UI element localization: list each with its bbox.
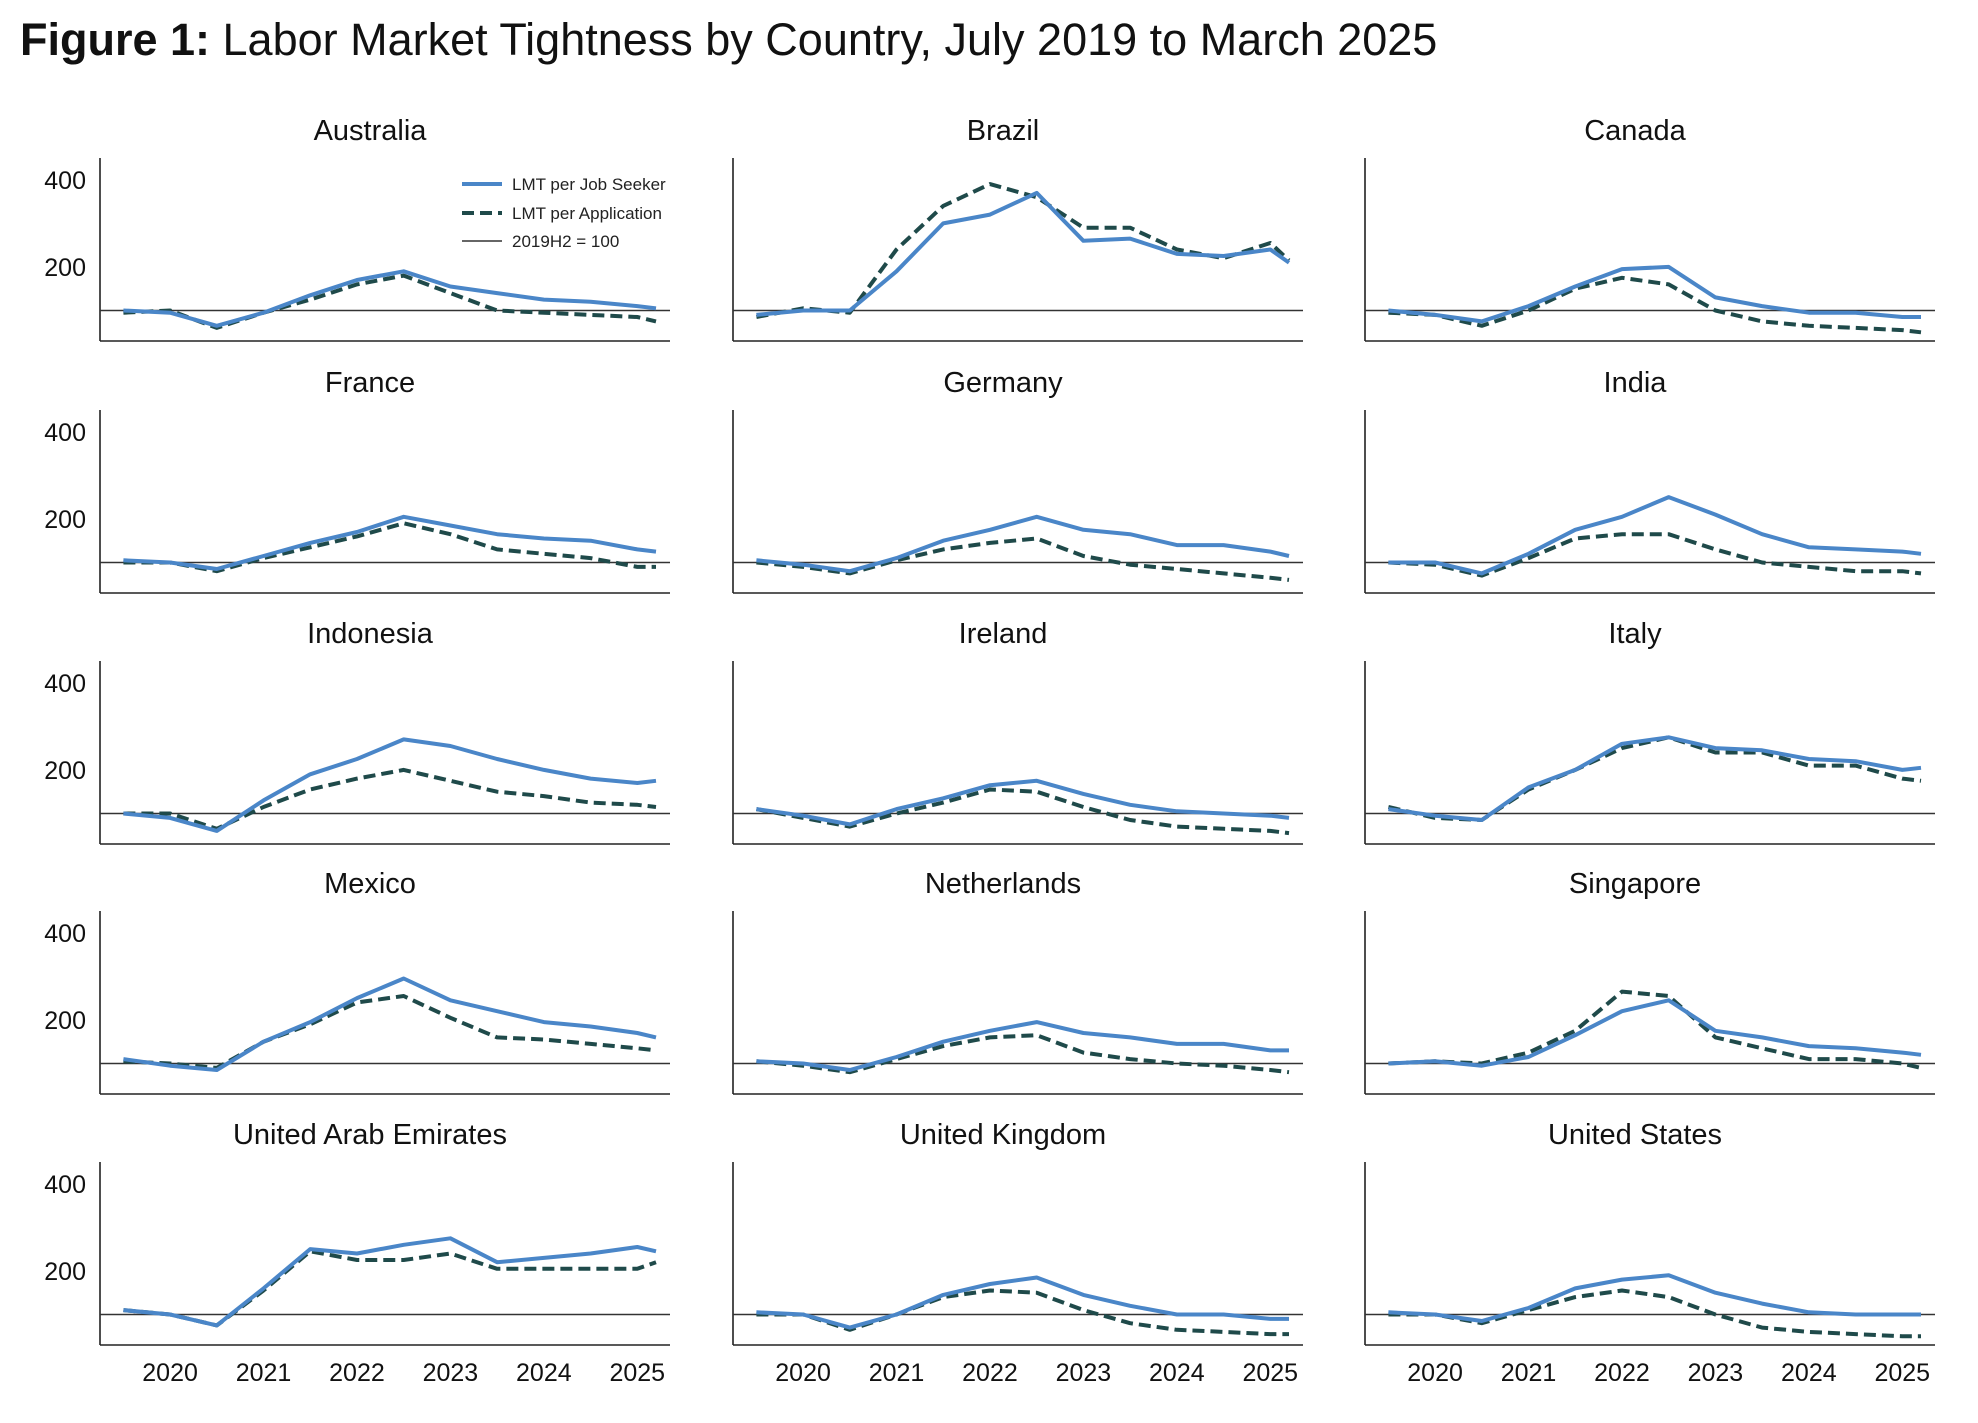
series-line-job-seeker	[756, 778, 1290, 827]
series-line-job-seeker	[756, 190, 1291, 317]
panel-title: United Arab Emirates	[233, 1119, 507, 1151]
x-tick-label: 2023	[423, 1359, 479, 1387]
series-line-job-seeker	[123, 1236, 657, 1328]
panel-title: Australia	[314, 115, 428, 147]
series-line-job-seeker	[1388, 264, 1921, 324]
panel-14: United States 2020 2021 2022 2023 2024 2025	[1364, 1119, 1935, 1387]
y-tick-label: 200	[44, 757, 86, 785]
panel-13: United Kingdom 2020 2021 2022 2023 2024 2025	[732, 1119, 1303, 1387]
y-tick-label: 200	[44, 1007, 86, 1035]
x-tick-label: 2024	[516, 1359, 572, 1387]
series-line-job-seeker	[1388, 998, 1922, 1068]
series-line-application	[1388, 989, 1922, 1070]
x-tick-label: 2023	[1056, 1359, 1112, 1387]
panel-title: Mexico	[324, 868, 416, 900]
series-line-job-seeker	[1388, 735, 1922, 822]
y-tick-label: 400	[44, 1171, 86, 1199]
y-tick-label: 200	[44, 506, 86, 534]
legend-baseline-label: 2019H2 = 100	[512, 232, 619, 251]
series-line-application	[123, 273, 657, 330]
series-line-job-seeker	[123, 269, 657, 328]
panel-3: France 200 400	[44, 367, 670, 594]
panel-title: Italy	[1608, 618, 1662, 650]
x-tick-label: 2024	[1781, 1359, 1837, 1387]
x-tick-label: 2025	[1874, 1359, 1930, 1387]
panel-4: Germany	[732, 367, 1303, 594]
series-line-application	[123, 521, 656, 574]
y-tick-label: 400	[44, 167, 86, 195]
x-tick-label: 2022	[1594, 1359, 1650, 1387]
series-line-application	[1388, 1288, 1921, 1339]
series-line-application	[756, 787, 1290, 836]
series-line-job-seeker	[123, 514, 657, 571]
series-line-application	[123, 994, 657, 1070]
x-tick-label: 2020	[142, 1359, 198, 1387]
panel-1: Brazil	[732, 115, 1303, 342]
y-tick-label: 200	[44, 254, 86, 282]
series-line-application	[756, 1288, 1289, 1337]
panel-title: United States	[1548, 1119, 1722, 1151]
panel-title: Brazil	[967, 115, 1040, 147]
panel-6: Indonesia 200 400	[44, 618, 670, 845]
panel-title: Germany	[943, 367, 1063, 399]
series-line-job-seeker	[756, 514, 1290, 574]
panel-title: Canada	[1584, 115, 1686, 147]
series-line-job-seeker	[756, 1020, 1289, 1072]
series-line-application	[123, 767, 657, 831]
x-tick-label: 2024	[1149, 1359, 1205, 1387]
panel-title: India	[1604, 367, 1668, 399]
panel-title: Indonesia	[307, 618, 434, 650]
y-tick-label: 400	[44, 419, 86, 447]
y-tick-label: 200	[44, 1258, 86, 1286]
y-tick-label: 400	[44, 670, 86, 698]
panel-2: Canada	[1364, 115, 1935, 342]
panel-9: Mexico 200 400	[44, 868, 670, 1095]
panel-title: France	[325, 367, 415, 399]
x-tick-label: 2021	[236, 1359, 292, 1387]
series-line-job-seeker	[756, 1275, 1289, 1330]
panel-5: India	[1364, 367, 1935, 594]
panel-7: Ireland	[732, 618, 1303, 845]
series-line-application	[756, 1033, 1290, 1075]
series-line-application	[1387, 735, 1922, 822]
figure-title: Figure 1: Labor Market Tightness by Coun…	[20, 14, 1438, 65]
x-tick-label: 2025	[609, 1359, 665, 1387]
panel-11: Singapore	[1364, 868, 1935, 1095]
panel-title: United Kingdom	[900, 1119, 1106, 1151]
x-tick-label: 2021	[1501, 1359, 1557, 1387]
legend-job-seeker-label: LMT per Job Seeker	[512, 175, 666, 194]
x-tick-label: 2021	[869, 1359, 925, 1387]
legend: LMT per Job Seeker LMT per Application 2…	[462, 175, 666, 251]
series-line-application	[756, 536, 1290, 582]
panel-title: Netherlands	[925, 868, 1081, 900]
y-tick-label: 400	[44, 920, 86, 948]
panels-group: Australia 200 400 Brazil Canada France 200 400 G…	[44, 115, 1935, 1387]
x-tick-label: 2020	[775, 1359, 831, 1387]
x-tick-label: 2022	[329, 1359, 385, 1387]
panel-10: Netherlands	[732, 868, 1303, 1095]
panel-title: Ireland	[959, 618, 1048, 650]
series-line-job-seeker	[1388, 495, 1922, 576]
series-line-application	[1388, 275, 1922, 335]
x-tick-label: 2020	[1407, 1359, 1463, 1387]
series-line-application	[1388, 532, 1922, 578]
panel-0: Australia 200 400	[44, 115, 670, 342]
panel-title: Singapore	[1569, 868, 1701, 900]
series-line-application	[756, 182, 1291, 319]
x-tick-label: 2025	[1242, 1359, 1298, 1387]
x-tick-label: 2022	[962, 1359, 1018, 1387]
x-tick-label: 2023	[1688, 1359, 1744, 1387]
series-line-job-seeker	[123, 737, 657, 833]
panel-8: Italy	[1364, 618, 1935, 845]
panel-12: United Arab Emirates 200 400 2020 2021 2022 20…	[44, 1119, 670, 1387]
series-line-job-seeker	[1388, 1273, 1921, 1323]
series-line-job-seeker	[123, 976, 657, 1072]
legend-application-label: LMT per Application	[512, 204, 662, 223]
